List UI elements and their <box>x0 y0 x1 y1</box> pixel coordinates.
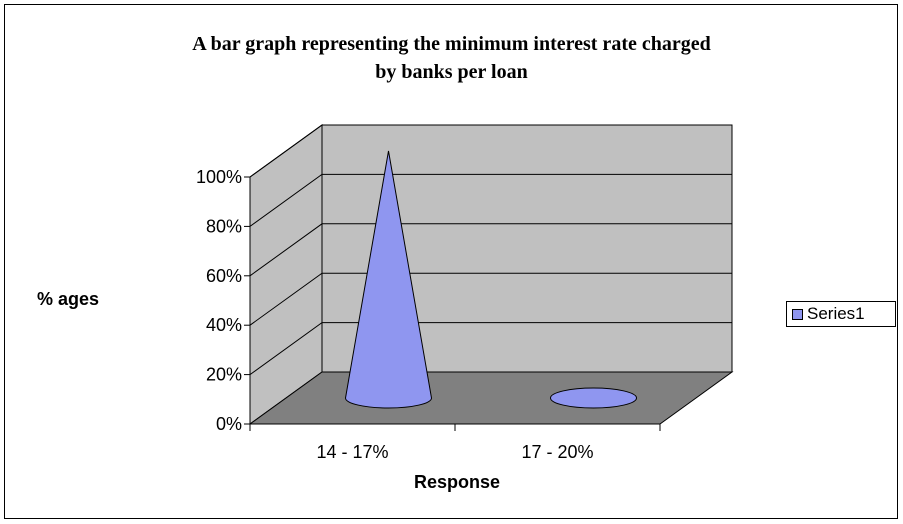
chart-title-line-1: A bar graph representing the minimum int… <box>192 33 711 55</box>
legend: Series1 <box>786 301 896 327</box>
cone-base <box>550 387 637 409</box>
y-tick-label: 60% <box>206 266 242 286</box>
y-axis-title: % ages <box>37 289 99 309</box>
y-tick-label: 20% <box>206 365 242 385</box>
cone-bar <box>344 150 433 409</box>
x-tick-label: 17 - 20% <box>521 442 593 462</box>
x-axis-title: Response <box>414 472 500 492</box>
y-tick-label: 40% <box>206 315 242 335</box>
y-tick-label: 100% <box>196 167 242 187</box>
y-tick-label: 80% <box>206 216 242 236</box>
chart-title-line-2: by banks per loan <box>375 61 528 83</box>
floor <box>248 371 734 425</box>
y-tick-label: 0% <box>216 414 242 434</box>
legend-label: Series1 <box>807 304 865 323</box>
gridline <box>249 173 732 227</box>
side-wall <box>249 124 323 425</box>
x-tick-label: 14 - 17% <box>316 442 388 462</box>
legend-swatch <box>792 308 803 320</box>
gridline <box>249 223 732 277</box>
chart-title: A bar graph representing the minimum int… <box>0 30 903 86</box>
chart-walls <box>248 124 734 425</box>
axes <box>244 176 661 431</box>
gridlines <box>249 124 732 376</box>
data-marks <box>344 150 637 409</box>
tick-labels: 0% 20% 40% 60% 80% 100% 14 - 17% 17 - 20% <box>196 167 594 462</box>
gridline <box>249 272 732 326</box>
gridline <box>249 124 732 178</box>
gridline <box>249 322 732 376</box>
